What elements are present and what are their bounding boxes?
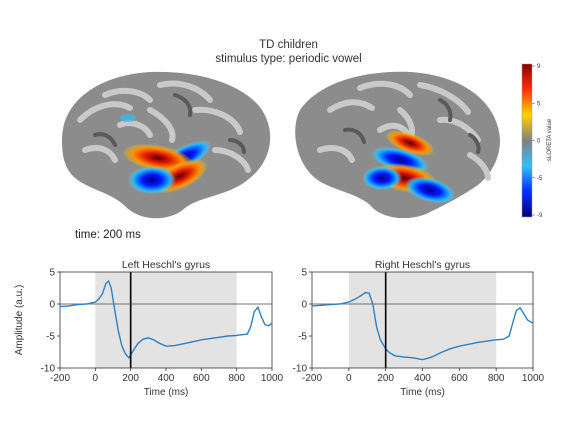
y-tick-label: 5 [49, 268, 55, 279]
figure-title: TD children [259, 39, 318, 51]
x-tick-label: 1000 [261, 373, 284, 384]
colorbar-tick-label: 9 [537, 64, 541, 70]
x-tick-label: 600 [193, 373, 210, 384]
x-tick-label: -200 [302, 373, 322, 384]
colorbar-label: sLORETA value [547, 118, 553, 161]
y-tick-label: 0 [301, 300, 307, 311]
x-tick-label: 400 [158, 373, 175, 384]
x-axis-label: Time (ms) [400, 387, 445, 398]
x-tick-label: 0 [346, 373, 352, 384]
chart-title: Left Heschl's gyrus [122, 259, 210, 271]
y-tick-label: -5 [46, 332, 55, 343]
x-tick-label: 200 [377, 373, 394, 384]
x-tick-label: 800 [488, 373, 505, 384]
figure-subtitle: stimulus type: periodic vowel [215, 53, 362, 65]
x-tick-label: 200 [122, 373, 139, 384]
y-tick-label: -10 [41, 364, 56, 375]
x-tick-label: 1000 [522, 373, 545, 384]
y-tick-label: -10 [293, 364, 308, 375]
left-heschl-chart: -200 0 200 400 600 800 1000 5 0 -5 -10 Left Heschl'… [14, 259, 284, 398]
colorbar-tick-label: -9 [537, 213, 543, 219]
stimulus-window [348, 272, 497, 368]
right-heschl-chart: -200 0 200 400 600 800 1000 5 0 -5 -10 Right Heschl… [293, 259, 545, 398]
x-tick-label: 400 [414, 373, 431, 384]
y-axis-label: Amplitude (a.u.) [14, 285, 25, 356]
colorbar-tick-label: -5 [537, 176, 543, 182]
left-hemisphere-brain [62, 71, 271, 219]
x-tick-label: -200 [50, 373, 70, 384]
y-tick-label: 5 [301, 268, 307, 279]
colorbar: 9 5 0 -5 -9 sLORETA value [521, 63, 553, 219]
right-hemisphere-brain [295, 71, 500, 219]
y-tick-label: -5 [298, 332, 307, 343]
y-tick-label: 0 [49, 300, 55, 311]
x-tick-label: 0 [93, 373, 99, 384]
x-tick-label: 600 [451, 373, 468, 384]
x-axis-label: Time (ms) [144, 387, 189, 398]
colorbar-tick-label: 5 [537, 101, 541, 107]
colorbar-bar [521, 63, 533, 218]
series-line [311, 291, 534, 361]
series-line [59, 279, 273, 359]
stimulus-window [95, 272, 237, 368]
chart-title: Right Heschl's gyrus [375, 259, 470, 271]
time-label: time: 200 ms [75, 229, 141, 241]
colorbar-tick-label: 0 [537, 139, 541, 145]
colorbar-ticks: 9 5 0 -5 -9 [532, 64, 543, 219]
x-tick-label: 800 [228, 373, 245, 384]
